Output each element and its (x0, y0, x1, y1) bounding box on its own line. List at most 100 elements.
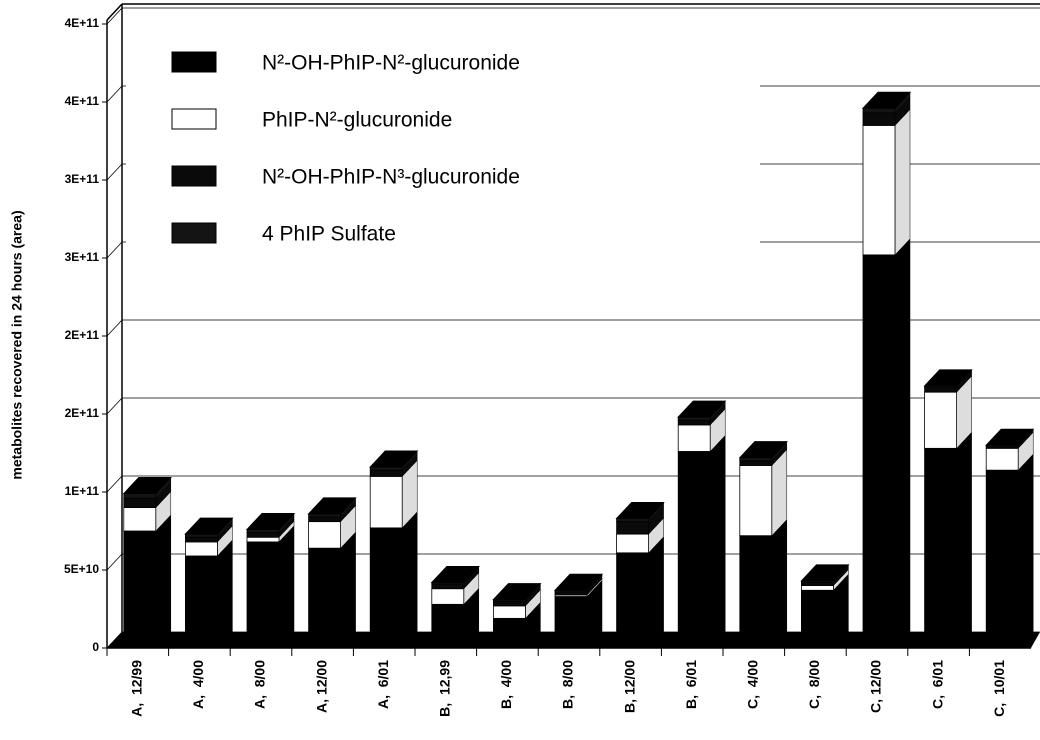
grid-line-side (106, 7, 123, 25)
bar-top (369, 450, 419, 468)
y-tick-label: 1E+11 (65, 484, 100, 498)
legend-label: N²-OH-PhIP-N³-glucuronide (262, 166, 520, 189)
side-top (106, 3, 123, 21)
bar-top (430, 565, 480, 583)
y-tick-label: 3E+11 (65, 172, 100, 186)
grid-line-side (106, 319, 123, 337)
y-tick-label: 4E+11 (65, 94, 100, 108)
bar-segment (801, 589, 834, 649)
bar-top (677, 400, 727, 418)
bar-segment (431, 588, 465, 605)
legend-swatch (171, 165, 217, 187)
bar-segment (985, 447, 1019, 471)
x-tick-label: B, 4/00 (498, 660, 514, 709)
grid-line-side (106, 85, 123, 103)
bar-segment (924, 391, 957, 449)
bar-segment (369, 527, 403, 649)
bar-side (894, 108, 911, 256)
bar-segment (431, 603, 465, 649)
bar-side (648, 536, 664, 649)
bar-side (709, 434, 726, 649)
bar-segment (862, 112, 896, 126)
x-tick-label: B, 8/00 (560, 660, 576, 709)
bar-segment (862, 125, 896, 256)
bar-top (615, 502, 665, 520)
bar-segment (616, 533, 649, 554)
bar-side (401, 511, 418, 649)
grid-line-side (106, 241, 123, 259)
bar-side (340, 531, 356, 649)
legend-label: PhIP-N²-glucuronide (262, 109, 452, 132)
bar-segment (308, 547, 342, 649)
bar-top (738, 441, 788, 459)
bar-side (278, 525, 295, 649)
bar-top (307, 497, 357, 515)
bar-segment (369, 475, 403, 529)
x-tick-label: A, 6/01 (375, 660, 391, 709)
x-tick-label: C, 8/00 (806, 660, 822, 709)
x-tick-label: C, 12/00 (868, 660, 884, 713)
bar-side (894, 238, 911, 649)
bar-segment (123, 493, 157, 499)
y-tick-label: 4E+11 (65, 16, 100, 30)
x-tick-label: C, 4/00 (745, 660, 761, 709)
bar-segment (308, 521, 342, 549)
bar-segment (739, 460, 773, 466)
bar-segment (677, 424, 711, 452)
x-tick-label: C, 10/01 (991, 660, 1007, 717)
bar-segment (184, 555, 218, 649)
bar-segment (554, 591, 588, 596)
bar-segment (246, 532, 280, 538)
bar-top (245, 512, 296, 530)
y-tick-label: 2E+11 (65, 328, 100, 342)
bar-segment (123, 497, 157, 508)
bar-top (800, 564, 850, 582)
x-tick-label: B, 12,99 (437, 660, 453, 717)
y-tick-label: 2E+11 (65, 406, 100, 420)
bar-segment (184, 536, 218, 543)
x-tick-label: B, 6/01 (683, 660, 699, 709)
bar-segment (739, 535, 773, 649)
bar-segment (616, 521, 649, 535)
bar-segment (862, 254, 896, 649)
bar-side (771, 519, 788, 649)
bar-segment (123, 507, 157, 532)
bar-segment (801, 582, 834, 586)
legend: N²-OH-PhIP-N²-glucuronide PhIP-N²-glucuro… (126, 32, 760, 258)
bar-segment (985, 469, 1019, 649)
legend-swatch (171, 51, 217, 73)
bar-segment (677, 419, 711, 426)
bar-side (1017, 453, 1034, 649)
bar-segment (801, 585, 834, 591)
bar-segment (184, 541, 218, 557)
y-tick-label: 5E+10 (64, 562, 99, 576)
legend-label: 4 PhIP Sulfate (262, 223, 396, 246)
y-tick-label: 0 (92, 640, 99, 654)
bar-segment (492, 600, 526, 607)
bar-segment (924, 387, 957, 393)
bar-top (985, 428, 1035, 446)
x-tick-label: A, 12/99 (129, 660, 145, 717)
grid-line-side (106, 163, 123, 181)
y-axis-label: metabolites recovered in 24 hours (area) (9, 210, 25, 479)
bar-segment (492, 617, 526, 649)
legend-swatch (171, 222, 217, 244)
bar-top (492, 583, 542, 601)
bar-segment (554, 596, 588, 649)
bar-segment (369, 469, 403, 477)
y-tick-label: 3E+11 (65, 250, 100, 264)
bar-segment (492, 605, 526, 619)
bar-segment (862, 107, 896, 114)
x-tick-label: A, 8/00 (252, 660, 268, 709)
x-tick-label: C, 6/01 (929, 660, 945, 709)
bar-segment (677, 451, 711, 649)
grid-line-side (106, 475, 123, 493)
grid-line-side (106, 397, 123, 415)
bar-top (861, 91, 912, 109)
bar-segment (123, 530, 157, 649)
bar-segment (924, 447, 957, 649)
bar-segment (246, 536, 280, 543)
legend-background (126, 32, 760, 258)
